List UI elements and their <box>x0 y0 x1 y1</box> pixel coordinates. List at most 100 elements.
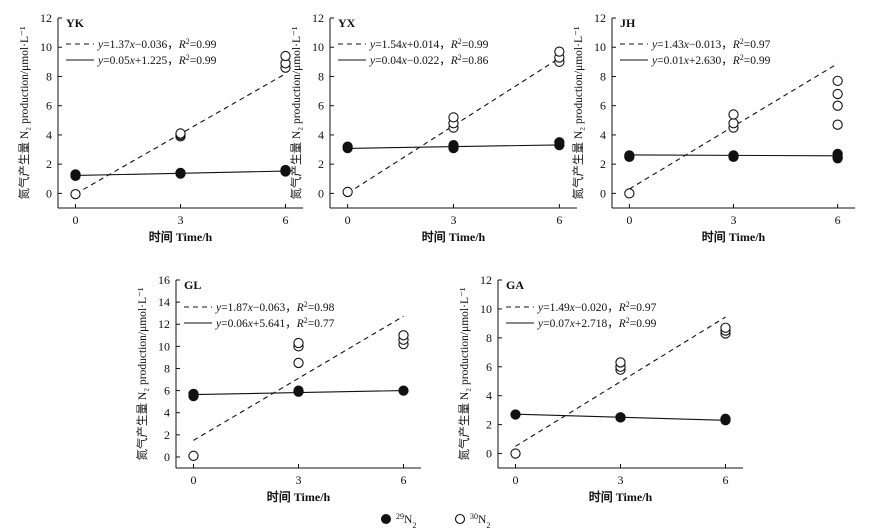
chart-panel-yk: 0 2 4 6 8 10 12 0 3 6 时间 Time/h 氮气产生量 N₂ production… <box>17 11 303 244</box>
equation-part-r: R <box>732 55 740 67</box>
data-point-29n2 <box>728 150 739 161</box>
data-point-29n2 <box>832 148 843 160</box>
equation-part-rest: −0.063， <box>253 302 297 314</box>
y-tick-label: 12 <box>480 273 492 287</box>
equation-part-y: y <box>537 302 544 314</box>
data-point-29n2 <box>720 413 731 424</box>
equation-part-x: x <box>129 55 136 67</box>
equation-part-x: x <box>569 302 576 314</box>
fit-equation: y=1.54x+0.014，R2=0.99 <box>369 37 489 52</box>
data-point-30n2 <box>510 448 521 459</box>
x-axis-label: 时间 Time/h <box>702 229 766 244</box>
fit-equation: y=1.87x−0.063，R2=0.98 <box>215 300 335 315</box>
equation-part-x: x <box>683 55 690 67</box>
y-tick-label: 12 <box>40 11 52 25</box>
equation-part-eq: =0.01 <box>657 55 684 67</box>
equation-part-sup: 2 <box>186 37 190 46</box>
data-point-30n2 <box>70 188 81 200</box>
chart-panel-jh: 0 2 4 6 8 10 12 0 3 6 时间 Time/h 氮气产生量 N₂ production… <box>571 11 855 244</box>
fit-equation: y=0.06x+5.641，R2=0.77 <box>215 316 335 331</box>
y-tick-label: 0 <box>46 186 52 200</box>
data-point-29n2 <box>615 412 626 423</box>
equation-part-sup: 2 <box>186 53 190 62</box>
y-tick-label: 0 <box>318 186 324 200</box>
y-tick-label: 2 <box>486 418 492 432</box>
equation-part-sup: 2 <box>304 316 308 325</box>
fit-equation: y=0.07x+2.718，R2=0.99 <box>537 316 657 331</box>
equation-part-rest: +2.630， <box>689 55 733 67</box>
y-axis-label: 氮气产生量 N₂ production/μmol·L⁻¹ <box>571 26 585 200</box>
legend-base-30: N <box>478 514 487 526</box>
equation-part-r2: =0.97 <box>630 302 657 314</box>
legend-marker-30n2 <box>454 513 466 525</box>
equation-part-r2: =0.97 <box>744 39 771 51</box>
legend-sup-30: 30 <box>470 512 478 521</box>
data-point-30n2 <box>188 450 199 461</box>
equation-part-x: x <box>247 318 254 330</box>
equation-part-r: R <box>450 55 458 67</box>
equation-part-r: R <box>296 318 304 330</box>
data-point-29n2 <box>293 385 304 396</box>
equation-part-r2: =0.99 <box>744 55 771 67</box>
data-point-30n2 <box>615 357 626 368</box>
equation-part-x: x <box>683 39 690 51</box>
data-point-30n2 <box>832 119 843 130</box>
y-tick-label: 4 <box>318 128 324 142</box>
equation-part-x: x <box>401 55 408 67</box>
equation-part-sup: 2 <box>626 300 630 309</box>
y-tick-label: 8 <box>318 69 324 83</box>
y-tick-label: 2 <box>600 157 606 171</box>
equation-part-rest: −0.022， <box>407 55 451 67</box>
equation-part-rest: +5.641， <box>253 318 297 330</box>
fit-equation: y=0.05x+1.225，R2=0.99 <box>97 53 217 68</box>
equation-part-r2: =0.99 <box>190 39 217 51</box>
equation-part-rest: −0.036， <box>135 39 179 51</box>
equation-part-r: R <box>296 302 304 314</box>
data-point-29n2 <box>624 150 635 161</box>
x-axis-label: 时间 Time/h <box>422 229 486 244</box>
equation-part-sup: 2 <box>626 316 630 325</box>
y-axis-label: 氮气产生量 N₂ production/μmol·L⁻¹ <box>17 26 31 200</box>
data-point-29n2 <box>510 409 521 420</box>
equation-part-r: R <box>732 39 740 51</box>
equation-part-sup: 2 <box>304 300 308 309</box>
fit-line-30n2 <box>193 315 404 441</box>
y-tick-label: 0 <box>486 447 492 461</box>
equation-part-sup: 2 <box>458 37 462 46</box>
fit-equation: y=1.37x−0.036，R2=0.99 <box>97 37 217 52</box>
equation-part-y: y <box>97 55 104 67</box>
x-axis-label: 时间 Time/h <box>589 489 653 504</box>
equation-part-eq: =1.54 <box>375 39 402 51</box>
y-tick-label: 8 <box>46 69 52 83</box>
y-tick-label: 6 <box>600 99 606 113</box>
equation-part-sup: 2 <box>740 53 744 62</box>
equation-part-r: R <box>450 39 458 51</box>
equation-part-y: y <box>537 318 544 330</box>
legend-label-30n2: 30N2 <box>470 512 490 530</box>
y-tick-label: 12 <box>594 11 606 25</box>
y-axis-label: 氮气产生量 N₂ production/μmol·L⁻¹ <box>289 26 303 200</box>
data-point-30n2 <box>342 186 353 198</box>
x-tick-label: 3 <box>618 473 624 487</box>
y-tick-label: 2 <box>164 428 170 442</box>
y-tick-label: 10 <box>40 40 52 54</box>
chart-panel-ga: 0 2 4 6 8 10 12 0 3 6 时间 Time/h 氮气产生量 N₂ production… <box>457 273 743 504</box>
equation-part-y: y <box>97 39 104 51</box>
y-tick-label: 6 <box>46 99 52 113</box>
fit-equation: y=1.43x−0.013，R2=0.97 <box>651 37 771 52</box>
y-axis-label: 氮气产生量 N₂ production/μmol·L⁻¹ <box>135 287 149 461</box>
equation-part-y: y <box>215 318 222 330</box>
legend-sup-29: 29 <box>396 512 404 521</box>
equation-part-y: y <box>215 302 222 314</box>
panel-label: JH <box>620 16 636 30</box>
equation-part-eq: =0.05 <box>103 55 130 67</box>
data-point-30n2 <box>832 100 843 111</box>
equation-part-r: R <box>178 39 186 51</box>
x-tick-label: 0 <box>191 473 197 487</box>
equation-part-eq: =1.87 <box>221 302 248 314</box>
x-tick-label: 0 <box>626 213 632 227</box>
data-point-30n2 <box>832 75 843 86</box>
y-tick-label: 4 <box>164 406 170 420</box>
y-tick-label: 8 <box>486 331 492 345</box>
